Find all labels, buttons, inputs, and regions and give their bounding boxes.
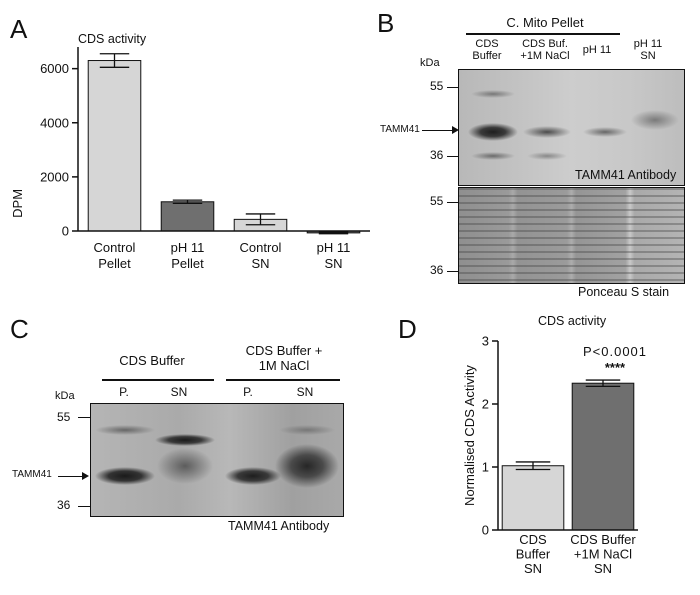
panel-b-lane-3: pH 11 xyxy=(582,44,612,56)
panel-a-x-tick-label: Control Pellet xyxy=(94,240,136,271)
panel-d-x-tick-label: CDS Buffer SN xyxy=(516,532,551,576)
panel-c-lane-4: SN xyxy=(296,385,314,399)
panel-c-group-1: CDS Buffer xyxy=(119,353,185,368)
panel-d-bar xyxy=(571,382,635,531)
panel-c-arrow xyxy=(58,476,84,478)
panel-d-pvalue: P<0.0001 xyxy=(582,344,648,359)
panel-b-tick-36 xyxy=(447,156,458,158)
panel-c-kda-label: kDa xyxy=(55,390,75,402)
panel-a-x-tick-label: Control SN xyxy=(240,240,282,271)
arrow-right-icon xyxy=(452,126,459,134)
panel-b-marker-36: 36 xyxy=(430,148,444,162)
panel-c-group-2: CDS Buffer +1M NaCl xyxy=(245,343,323,373)
panel-d-stars: **** xyxy=(604,360,626,375)
arrow-right-icon xyxy=(82,472,89,480)
panel-a-bar xyxy=(87,60,142,232)
panel-d-x-tick-label: CDS Buffer +1M NaCl SN xyxy=(570,532,636,576)
panel-d-y-tick-label: 3 xyxy=(482,334,489,349)
panel-d-bar xyxy=(501,465,565,531)
panel-b-group-line xyxy=(466,33,620,35)
panel-c-antibody-label: TAMM41 Antibody xyxy=(228,519,330,533)
panel-b-letter: B xyxy=(377,8,395,38)
panel-b-ponceau-tick-55 xyxy=(447,202,458,204)
panel-c-tamm41-blot xyxy=(90,403,344,517)
panel-a-letter: A xyxy=(10,14,28,44)
panel-b-lane-4: pH 11 SN xyxy=(633,38,663,62)
panel-a-y-tick-label: 4000 xyxy=(40,115,69,130)
panel-a-y-tick-label: 0 xyxy=(62,224,69,239)
panel-a-y-tick-label: 6000 xyxy=(40,61,69,76)
panel-b-kda-label: kDa xyxy=(420,57,440,69)
panel-d-y-tick-label: 0 xyxy=(482,523,489,538)
panel-b-tick-55 xyxy=(447,87,458,89)
panel-a-bar xyxy=(160,201,215,232)
panel-c-lane-1: P. xyxy=(119,385,129,399)
panel-c-tick-55 xyxy=(78,417,90,419)
panel-c-lane-2: SN xyxy=(170,385,188,399)
panel-d-y-tick-label: 1 xyxy=(482,460,489,475)
panel-a-chart: 0 2000 4000 6000 DPM Control Pellet pH 11 Pellet… xyxy=(10,47,370,271)
panel-a-x-tick-label: pH 11 SN xyxy=(317,240,351,271)
panel-b-ponceau-tick-36 xyxy=(447,271,458,273)
panel-a-x-tick-label: pH 11 Pellet xyxy=(171,240,205,271)
panel-b-tamm41-blot xyxy=(458,69,685,186)
panel-a-y-tick-label: 2000 xyxy=(40,169,69,184)
panel-c-letter: C xyxy=(10,314,29,344)
panel-b-marker-55: 55 xyxy=(430,79,444,93)
panel-b-arrow xyxy=(422,130,454,132)
panel-c-group-2-line xyxy=(226,379,340,381)
panel-d-title: CDS activity xyxy=(538,314,607,328)
panel-b-stain-label: Ponceau S stain xyxy=(578,285,670,299)
panel-b-group-header: C. Mito Pellet xyxy=(506,15,584,30)
panel-b-ponceau-marker-55: 55 xyxy=(430,194,444,208)
panel-c-lane-3: P. xyxy=(243,385,253,399)
panel-b-ponceau-marker-36: 36 xyxy=(430,263,444,277)
panel-c-tick-36 xyxy=(78,506,90,508)
panel-b-lane-1: CDS Buffer xyxy=(472,38,502,62)
panel-b-ponceau-blot xyxy=(458,187,685,284)
panel-d-chart: 0 1 2 3 Normalised CDS Activity CDS Buffer SN CD… xyxy=(462,334,638,576)
panel-b-lane-2: CDS Buf. +1M NaCl xyxy=(520,38,570,62)
panel-d-y-axis-label: Normalised CDS Activity xyxy=(462,365,477,506)
panel-b-antibody-label: TAMM41 Antibody xyxy=(575,168,677,182)
panel-a-y-axis-label: DPM xyxy=(10,189,25,218)
panel-a-title: CDS activity xyxy=(78,32,147,46)
panel-c-marker-36: 36 xyxy=(57,498,71,512)
panel-d-letter: D xyxy=(398,314,417,344)
panel-d-y-tick-label: 2 xyxy=(482,397,489,412)
panel-c-band-label: TAMM41 xyxy=(12,469,52,480)
panel-c-marker-55: 55 xyxy=(57,410,71,424)
panel-b-band-label: TAMM41 xyxy=(380,124,420,135)
panel-c-group-1-line xyxy=(102,379,214,381)
